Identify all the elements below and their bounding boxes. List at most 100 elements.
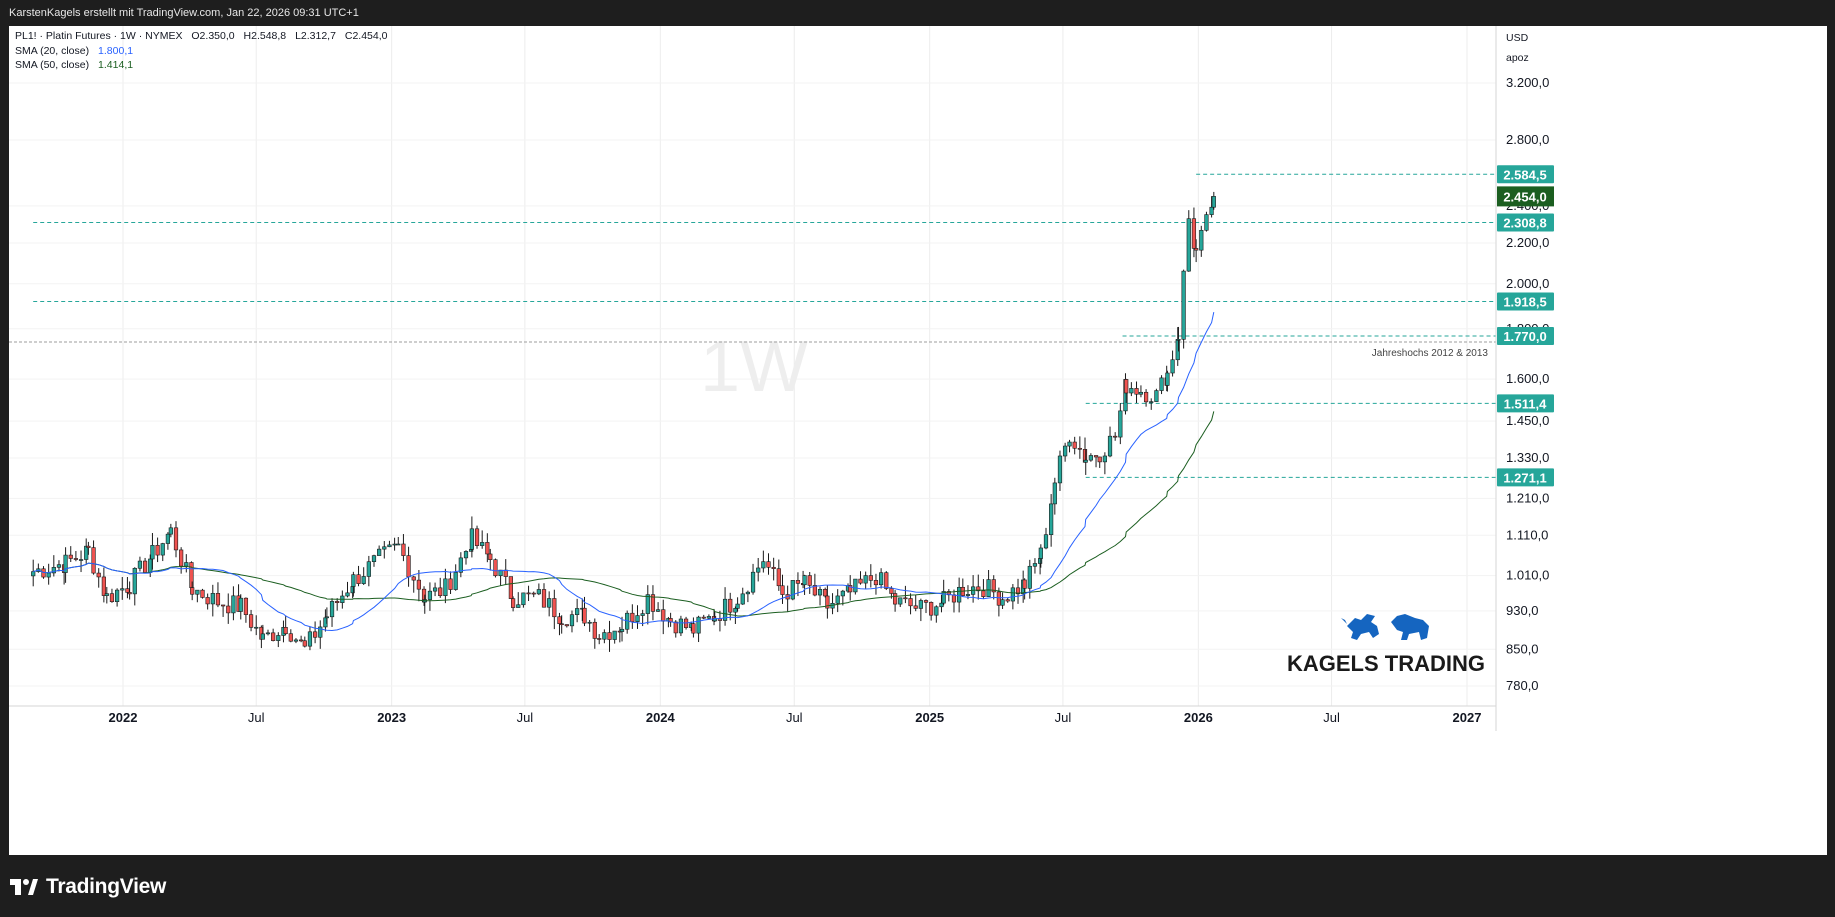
candle-body: [361, 576, 366, 584]
candle-body: [160, 543, 165, 556]
candle-body: [569, 614, 575, 627]
candle-body: [939, 602, 944, 608]
time-axis[interactable]: 2022 Jul 2023 Jul 2024 Jul 2025 Jul 2026 Jul 2027: [109, 710, 1482, 725]
candle-body: [299, 639, 304, 642]
y-tick-label: 3.200,0: [1506, 75, 1549, 90]
candle-body: [458, 557, 463, 573]
candle-body: [1063, 445, 1068, 457]
chart-frame[interactable]: 1W 3.200,02.800,02.400,02.200,02.000,01.…: [9, 26, 1827, 855]
candle-body: [148, 558, 153, 573]
candle-body: [756, 567, 761, 573]
x-tick-label: 2025: [915, 710, 944, 725]
candle-body: [1010, 587, 1015, 602]
candle-body: [795, 580, 801, 584]
candle-body: [750, 571, 756, 593]
candle-body: [463, 551, 469, 559]
candle-body: [1043, 534, 1049, 549]
candle-body: [1159, 377, 1164, 391]
candle-body: [696, 616, 701, 634]
candle-body: [1027, 565, 1032, 589]
candle-body: [1022, 579, 1027, 589]
candle-body: [1170, 359, 1175, 374]
last-price-label: 2.454,0: [1503, 189, 1546, 204]
candle-body: [526, 592, 531, 595]
candle-body: [547, 598, 552, 608]
candle-body: [825, 595, 830, 609]
tradingview-icon: [10, 879, 38, 895]
level-labels: 2.584,5 2.308,8 1.918,5 1.770,0 1.511,4 1.271…: [1497, 165, 1554, 487]
candle-body: [536, 589, 541, 595]
level-label-bg: [1497, 165, 1554, 184]
logo-text: KAGELS TRADING: [1287, 651, 1485, 676]
candle-body: [125, 588, 130, 593]
candle-body: [46, 572, 51, 578]
candle-body: [1088, 455, 1093, 461]
candle-body: [1057, 455, 1063, 484]
candle-body: [469, 528, 474, 550]
candle-body: [243, 597, 249, 615]
legend-sma50[interactable]: SMA (50, close) 1.414,1: [15, 59, 133, 71]
candle-body: [63, 554, 68, 573]
candle-body: [673, 621, 678, 634]
level-label-bg: [1497, 213, 1554, 232]
candle-body: [416, 579, 421, 590]
candle-body: [396, 543, 401, 546]
candle-body: [923, 600, 929, 603]
candle-body: [848, 585, 853, 593]
candle-body: [335, 601, 340, 603]
candle-body: [541, 589, 547, 608]
scale-mode-label[interactable]: apoz: [1506, 52, 1529, 64]
candle-body: [650, 594, 656, 612]
candle-body: [155, 545, 160, 556]
candle-body: [56, 564, 62, 568]
candle-body: [248, 614, 254, 628]
legend-sma50-value: 1.414,1: [98, 59, 133, 71]
tradingview-logo[interactable]: TradingView: [10, 875, 166, 899]
candle-body: [283, 627, 288, 635]
candle-body: [1199, 229, 1204, 251]
currency-label[interactable]: USD: [1506, 32, 1529, 44]
level-label: 1.271,1: [1503, 470, 1546, 485]
y-tick-label: 850,0: [1506, 641, 1539, 656]
candle-body: [853, 578, 858, 593]
level-label: 1.770,0: [1503, 329, 1546, 344]
candle-body: [635, 615, 640, 622]
candle-body: [443, 578, 448, 597]
candle-body: [733, 608, 738, 613]
candle-body: [142, 560, 148, 573]
candle-body: [382, 546, 387, 550]
candle-body: [892, 593, 898, 605]
candle-body: [195, 589, 200, 595]
y-tick-label: 780,0: [1506, 678, 1539, 693]
candle-body: [1118, 410, 1123, 438]
candle-body: [1049, 503, 1054, 535]
legend-sma50-label: SMA (50, close): [15, 59, 89, 71]
candle-body: [31, 571, 36, 577]
candle-body: [173, 527, 179, 551]
candle-body: [976, 586, 981, 592]
candle-body: [1134, 388, 1139, 395]
candle-body: [858, 578, 863, 584]
y-tick-label: 2.200,0: [1506, 235, 1549, 250]
candle-body: [68, 554, 73, 559]
legend-symbol-line: PL1! · Platin Futures · 1W · NYMEX O2.35…: [15, 30, 388, 42]
x-tick-label: 2027: [1453, 710, 1482, 725]
footer-bar: TradingView: [0, 855, 1835, 917]
candle-body: [745, 591, 750, 595]
candle-body: [1037, 558, 1043, 564]
grid-layer: [9, 26, 1496, 706]
candle-body: [1102, 455, 1107, 463]
candle-body: [480, 542, 485, 546]
candle-body: [438, 587, 443, 597]
legend-sma20[interactable]: SMA (20, close) 1.800,1: [15, 45, 133, 57]
candle-body: [740, 593, 745, 605]
candle-body: [1077, 447, 1082, 450]
candle-body: [1038, 547, 1043, 559]
candle-body: [345, 592, 350, 597]
y-tick-label: 2.800,0: [1506, 132, 1549, 147]
candle-body: [722, 598, 728, 621]
legend-high: H2.548,8: [244, 30, 287, 42]
candle-body: [150, 545, 155, 560]
chart-svg[interactable]: 1W 3.200,02.800,02.400,02.200,02.000,01.…: [9, 26, 1827, 855]
candle-body: [137, 560, 143, 569]
